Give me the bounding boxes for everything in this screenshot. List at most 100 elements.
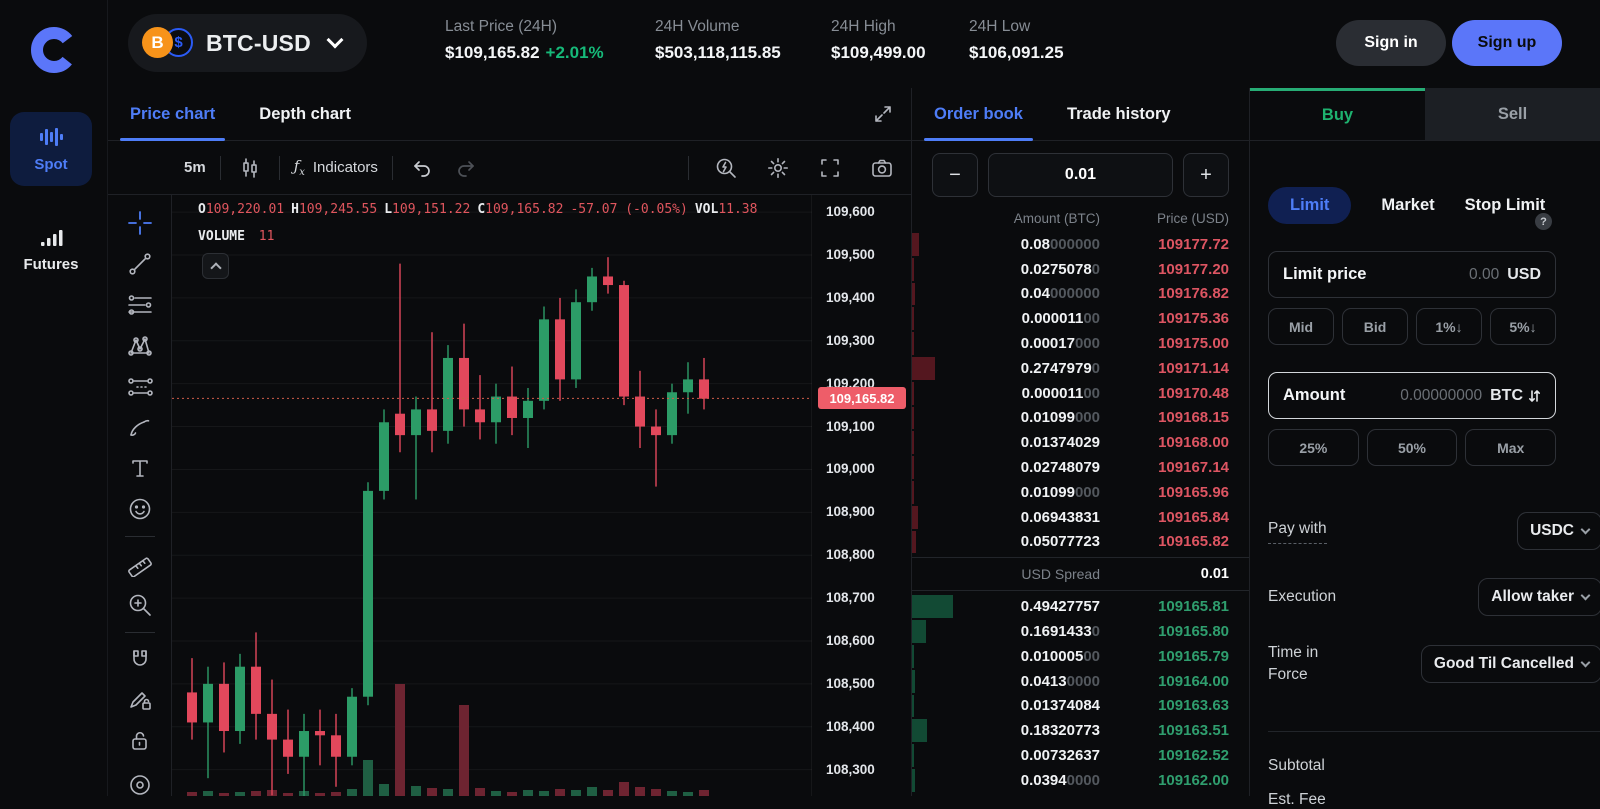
tab-order-book[interactable]: Order book [912, 88, 1045, 141]
tab-sell[interactable]: Sell [1425, 88, 1600, 140]
ask-row[interactable]: 0.05077723 109165.82 [912, 530, 1249, 555]
order-price: 109171.14 [1158, 359, 1229, 377]
crosshair-tool-icon[interactable] [125, 209, 155, 237]
bid-row[interactable]: 0.03940000 109162.00 [912, 768, 1249, 793]
expand-chart-icon[interactable] [873, 104, 893, 124]
limit-price-label: Limit price [1283, 265, 1367, 283]
sidebar-item-spot[interactable]: Spot [10, 112, 92, 186]
depth-bar [912, 332, 914, 355]
chart-tabs: Price chart Depth chart [108, 88, 911, 141]
tab-buy[interactable]: Buy [1250, 88, 1425, 140]
ask-row[interactable]: 0.00001100 109170.48 [912, 381, 1249, 406]
text-tool-icon[interactable] [125, 454, 155, 482]
tab-trade-history[interactable]: Trade history [1066, 104, 1171, 123]
aggregation-value[interactable]: 0.01 [988, 153, 1173, 197]
ask-row[interactable]: 0.01374029 109168.00 [912, 430, 1249, 455]
bid-row[interactable]: 0.49427757 109165.81 [912, 594, 1249, 619]
chart-canvas[interactable]: O109,220.01 H109,245.55 L109,151.22 C109,16… [172, 195, 911, 796]
order-type-limit[interactable]: Limit [1268, 187, 1352, 224]
help-icon[interactable]: ? [1535, 213, 1552, 230]
ask-row[interactable]: 0.06943831 109165.84 [912, 505, 1249, 530]
order-price: 109162.52 [1158, 747, 1229, 765]
sign-in-button[interactable]: Sign in [1336, 20, 1446, 66]
ohlc-legend: O109,220.01 H109,245.55 L109,151.22 C109,16… [198, 202, 758, 244]
limit-price-input[interactable]: Limit price 0.00 USD [1268, 251, 1556, 298]
sign-up-button[interactable]: Sign up [1452, 20, 1562, 66]
xabcd-pattern-tool-icon[interactable] [125, 332, 155, 360]
trendline-tool-icon[interactable] [125, 250, 155, 278]
bid-row[interactable]: 0.01374084 109163.63 [912, 694, 1249, 719]
depth-bar [912, 233, 919, 256]
amount-input[interactable]: Amount 0.00000000 BTC [1268, 372, 1556, 419]
ask-row[interactable]: 0.08000000 109177.72 [912, 232, 1249, 257]
amount-shortcut-Max[interactable]: Max [1465, 429, 1557, 466]
swap-currency-icon[interactable] [1528, 389, 1541, 403]
time-in-force-dropdown[interactable]: Good Til Cancelled [1420, 645, 1600, 684]
candlestick-chart[interactable] [172, 195, 812, 796]
execution-dropdown[interactable]: Allow taker [1478, 578, 1600, 616]
price-axis[interactable]: 109,165.82 109,600 109,500 109,400 109,300 1… [811, 195, 911, 796]
ask-row[interactable]: 0.01099000 109165.96 [912, 480, 1249, 505]
interval-button[interactable]: 5m [184, 159, 206, 176]
coinbase-logo-icon[interactable] [28, 24, 80, 76]
axis-tick: 109,300 [826, 332, 875, 348]
price-shortcut-5pctdown[interactable]: 5%↓ [1490, 308, 1556, 345]
pair-name: BTC-USD [206, 29, 311, 56]
tab-depth-chart[interactable]: Depth chart [259, 104, 351, 123]
order-price: 109168.00 [1158, 434, 1229, 452]
undo-button[interactable] [407, 153, 437, 183]
measure-ruler-tool-icon[interactable] [125, 550, 155, 578]
ask-row[interactable]: 0.04000000 109176.82 [912, 282, 1249, 307]
ask-row[interactable]: 0.00001100 109175.36 [912, 306, 1249, 331]
ask-row[interactable]: 0.00017000 109175.00 [912, 331, 1249, 356]
order-price: 109163.63 [1158, 697, 1229, 715]
fib-retracement-tool-icon[interactable] [125, 291, 155, 319]
current-price-tag: 109,165.82 [818, 387, 906, 410]
magnet-tool-icon[interactable] [125, 646, 155, 674]
snapshot-camera-icon[interactable] [867, 153, 897, 183]
increase-aggregation-button[interactable]: + [1183, 153, 1229, 197]
bid-row[interactable]: 0.00732637 109162.52 [912, 743, 1249, 768]
tab-price-chart[interactable]: Price chart [108, 88, 237, 141]
chart-settings-gear-icon[interactable] [763, 153, 793, 183]
btc-coin-icon: B [142, 27, 173, 58]
brush-tool-icon[interactable] [125, 413, 155, 441]
bid-row[interactable]: 0.18320773 109163.51 [912, 718, 1249, 743]
decrease-aggregation-button[interactable]: − [932, 153, 978, 197]
emoji-tool-icon[interactable] [125, 495, 155, 523]
price-shortcut-Mid[interactable]: Mid [1268, 308, 1334, 345]
pay-with-dropdown[interactable]: USDC [1517, 512, 1600, 550]
candle-style-button[interactable] [235, 153, 265, 183]
order-type-market[interactable]: Market [1381, 196, 1435, 214]
depth-bar [912, 768, 916, 792]
column-amount: Amount (BTC) [1013, 211, 1100, 226]
drawing-lock-edit-tool-icon[interactable] [125, 686, 155, 714]
fullscreen-icon[interactable] [815, 153, 845, 183]
bid-row[interactable]: 0.16914330 109165.80 [912, 619, 1249, 644]
ask-row[interactable]: 0.01099000 109168.15 [912, 406, 1249, 431]
futures-icon [41, 230, 63, 246]
pair-selector[interactable]: $ B BTC-USD [128, 14, 367, 72]
bids-list: 0.49427757 109165.81 0.16914330 109165.80 0.… [912, 594, 1249, 792]
ask-row[interactable]: 0.02750780 109177.20 [912, 257, 1249, 282]
long-position-tool-icon[interactable] [125, 373, 155, 401]
zoom-in-tool-icon[interactable] [125, 591, 155, 619]
quick-search-icon[interactable] [711, 153, 741, 183]
amount-shortcut-50pct[interactable]: 50% [1366, 429, 1458, 466]
sidebar-item-futures[interactable]: Futures [10, 212, 92, 286]
collapse-legend-button[interactable] [202, 253, 229, 279]
price-shortcut-Bid[interactable]: Bid [1342, 308, 1408, 345]
bid-row[interactable]: 0.04130000 109164.00 [912, 669, 1249, 694]
bid-row[interactable]: 0.01000500 109165.79 [912, 644, 1249, 669]
order-type-stop-limit[interactable]: Stop Limit [1464, 196, 1546, 214]
order-amount: 0.01099000 [1020, 409, 1100, 427]
ask-row[interactable]: 0.27479790 109171.14 [912, 356, 1249, 381]
amount-shortcut-25pct[interactable]: 25% [1268, 429, 1359, 466]
lock-all-tool-icon[interactable] [125, 727, 155, 755]
hide-drawings-eye-icon[interactable] [125, 768, 155, 796]
redo-button[interactable] [451, 153, 481, 183]
trade-panel: Buy Sell ? Limit Market Stop Limit Limit p… [1250, 88, 1600, 808]
indicators-button[interactable]: ƒx Indicators [294, 157, 378, 178]
price-shortcut-1pctdown[interactable]: 1%↓ [1416, 308, 1482, 345]
ask-row[interactable]: 0.02748079 109167.14 [912, 455, 1249, 480]
